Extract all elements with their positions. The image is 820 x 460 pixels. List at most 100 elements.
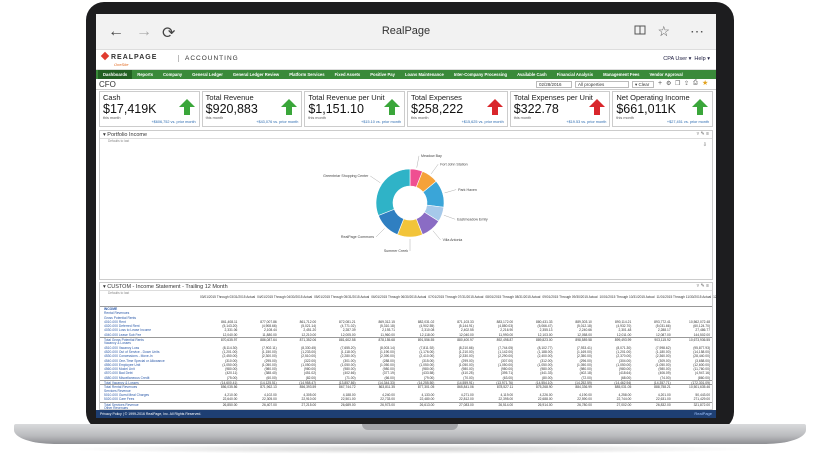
row-label[interactable]: INCOME xyxy=(104,307,118,311)
refresh-icon[interactable]: ⟳ xyxy=(162,25,176,42)
kpi-tile[interactable]: Total Expenses per Unit $322.78 this month… xyxy=(509,91,611,127)
table-cell: (402.66) xyxy=(343,371,356,376)
user-menu[interactable]: CPA User ▾ Help ▾ xyxy=(663,56,710,62)
clear-filter-button[interactable]: ▾ Clear xyxy=(632,81,654,88)
row-label[interactable]: Total Vacancy & Losses xyxy=(104,381,139,385)
footer-text[interactable]: Privacy Policy | © 1999-2016 RealPage, I… xyxy=(100,412,202,416)
table-cell: (8,330.45) xyxy=(301,345,317,350)
table-cell: 880,431.33 xyxy=(536,319,553,324)
column-header[interactable]: 05/01/2015 Through 05/31/2015 Actual xyxy=(314,295,370,299)
table-cell: 10,562,072.48 xyxy=(688,319,711,324)
trend-up-arrow-icon xyxy=(384,99,401,115)
nav-item-inter-company-processing[interactable]: Inter-Company Processing xyxy=(453,72,508,77)
row-label[interactable]: 4570-000 Bad Debt xyxy=(104,371,133,376)
back-icon[interactable]: ← xyxy=(108,23,124,40)
kpi-tile[interactable]: Total Revenue $920,883 this month +$43,076 … xyxy=(201,91,303,127)
nav-item-vendor-approval[interactable]: Vendor Approval xyxy=(649,72,683,77)
table-cell: (14,462.94) xyxy=(614,381,632,386)
row-label[interactable]: 4540-000 One-Time Special or Allowance xyxy=(104,358,165,363)
nav-item-management-fees[interactable]: Management Fees xyxy=(603,72,640,77)
column-header[interactable]: 09/01/2015 Through 09/30/2015 Actual xyxy=(542,295,598,299)
kpi-tile[interactable]: Total Expenses $258,222 this month +$15,625… xyxy=(407,91,508,127)
gear-icon[interactable]: ⚙ xyxy=(666,81,672,87)
property-select[interactable]: All properties xyxy=(575,81,629,88)
edit-icon[interactable]: ✎ xyxy=(700,283,705,289)
table-row: 4530-000 Concessions - Move-In (2,450.00)… xyxy=(100,354,712,358)
favorite-icon[interactable]: ★ xyxy=(702,80,709,87)
row-label[interactable]: Services Revenue xyxy=(104,388,131,393)
label-leader-line xyxy=(430,164,439,174)
nav-item-reports[interactable]: Reports xyxy=(137,72,154,77)
nav-item-financial-analysis[interactable]: Financial Analysis xyxy=(556,72,594,77)
table-cell: 144,502.00 xyxy=(693,332,711,337)
nav-item-positive-pay[interactable]: Positive Pay xyxy=(370,72,395,77)
menu-icon[interactable]: ≡ xyxy=(706,283,709,289)
nav-item-company[interactable]: Company xyxy=(163,72,183,77)
row-label[interactable]: 4510-000 Vacancy Loss xyxy=(104,345,140,350)
realpage-logo[interactable]: REALPAGE xyxy=(100,51,157,61)
filter-icon[interactable]: ▿ xyxy=(696,131,700,137)
kpi-tile[interactable]: Net Operating Income $661,011K this month +… xyxy=(612,91,714,127)
column-header[interactable]: 12/01/2015 Through 12/31/2015 Actual xyxy=(713,295,716,299)
kpi-tile[interactable]: Cash $17,419K this month +$606,752 vs. prio… xyxy=(99,91,200,127)
nav-item-general-ledger[interactable]: General Ledger xyxy=(192,72,223,77)
row-label[interactable]: Other Revenues xyxy=(104,405,129,410)
print-icon[interactable]: ⎙ xyxy=(693,80,698,86)
help-menu[interactable]: Help ▾ xyxy=(694,56,710,62)
column-header[interactable]: 04/01/2015 Through 04/30/2015 Actual xyxy=(257,295,313,299)
nav-item-platform-services[interactable]: Platform Services xyxy=(289,72,325,77)
edit-icon[interactable]: ✎ xyxy=(700,131,705,137)
table-cell: (8,071.30) xyxy=(616,345,632,350)
reading-view-icon[interactable] xyxy=(634,23,646,39)
row-label[interactable]: 4010-000 Rent xyxy=(104,319,126,324)
row-label[interactable]: 4580-000 Miscellaneous Credit xyxy=(104,375,150,380)
export-icon[interactable]: ⇩ xyxy=(702,142,707,148)
table-cell: 12,058.00 xyxy=(577,332,592,337)
row-label[interactable]: 4020-000 Deferred Rent xyxy=(104,324,140,329)
row-label[interactable]: 5020-000 Care Fees xyxy=(104,397,135,402)
date-input[interactable]: 02/28/2016 xyxy=(536,81,572,88)
row-label[interactable]: Total Services Revenue xyxy=(104,402,139,406)
row-label[interactable]: 4530-000 Concessions - Move-In xyxy=(104,354,153,359)
kpi-tile[interactable]: Total Revenue per Unit $1,151.10 this mont… xyxy=(304,91,406,127)
user-name[interactable]: CPA User ▾ xyxy=(663,56,692,62)
nav-item-fixed-assets[interactable]: Fixed Assets xyxy=(334,72,361,77)
add-icon[interactable]: + xyxy=(658,80,663,87)
row-label[interactable]: 4550-000 Employee Unit xyxy=(104,362,141,367)
column-header[interactable]: 06/01/2015 Through 06/30/2015 Actual xyxy=(371,295,427,299)
table-row: 5020-000 Care Fees 22,640.00 22,305.00 22,9… xyxy=(100,397,712,401)
nav-item-dashboards[interactable]: Dashboards xyxy=(98,70,133,79)
row-label[interactable]: Rental Revenues xyxy=(104,311,130,316)
column-header[interactable]: 08/01/2015 Through 08/31/2015 Actual xyxy=(485,295,541,299)
filter-icon[interactable]: ▿ xyxy=(696,283,700,289)
row-label[interactable]: Total Rental Revenues xyxy=(104,385,138,389)
table-cell: 899,493.99 xyxy=(614,338,632,343)
row-label[interactable]: 4030-000 Loss to Lease Income xyxy=(104,328,152,333)
row-label[interactable]: 4560-000 Model Unit xyxy=(104,367,135,372)
table-cell: 863,811.35 xyxy=(378,385,395,390)
row-label[interactable]: 4520-000 Out of Service - Down Units xyxy=(104,349,160,354)
menu-icon[interactable]: ≡ xyxy=(706,131,709,137)
row-label[interactable]: 4040-000 Lease Sub Fee xyxy=(104,332,142,337)
forward-icon[interactable]: → xyxy=(136,23,152,40)
favorite-star-icon[interactable]: ☆ xyxy=(657,23,670,39)
label-leader-line xyxy=(375,228,385,238)
more-icon[interactable]: ⋯ xyxy=(690,23,704,39)
donut-slice[interactable] xyxy=(375,168,411,216)
column-header[interactable]: 03/01/2015 Through 03/31/2015 Actual xyxy=(200,295,256,299)
row-label[interactable]: Gross Potential Rents xyxy=(104,315,137,320)
row-label[interactable]: Vacancy & Losses xyxy=(104,341,131,346)
nav-item-general-ledger-review[interactable]: General Ledger Review xyxy=(232,72,280,77)
row-label[interactable]: 5010-000 Guest Meal Charges xyxy=(104,392,150,397)
table-row: 4520-000 Out of Service - Down Units (1,2… xyxy=(100,350,712,354)
column-header[interactable]: 07/01/2015 Through 07/31/2015 Actual xyxy=(428,295,484,299)
share-icon[interactable]: ⇪ xyxy=(684,81,690,87)
column-header[interactable]: 11/01/2015 Through 11/30/2015 Actual xyxy=(656,295,712,299)
nav-item-loans-maintenance[interactable]: Loans Maintenance xyxy=(404,72,444,77)
table-cell: (1,050.00) xyxy=(655,362,671,367)
column-header[interactable]: 10/01/2015 Through 10/31/2015 Actual xyxy=(599,295,655,299)
table-cell: (304.00) xyxy=(619,358,632,363)
nav-item-available-cash[interactable]: Available Cash xyxy=(517,72,547,77)
copy-icon[interactable]: ❐ xyxy=(675,81,681,87)
row-label[interactable]: Total Gross Potential Rents xyxy=(104,338,144,342)
